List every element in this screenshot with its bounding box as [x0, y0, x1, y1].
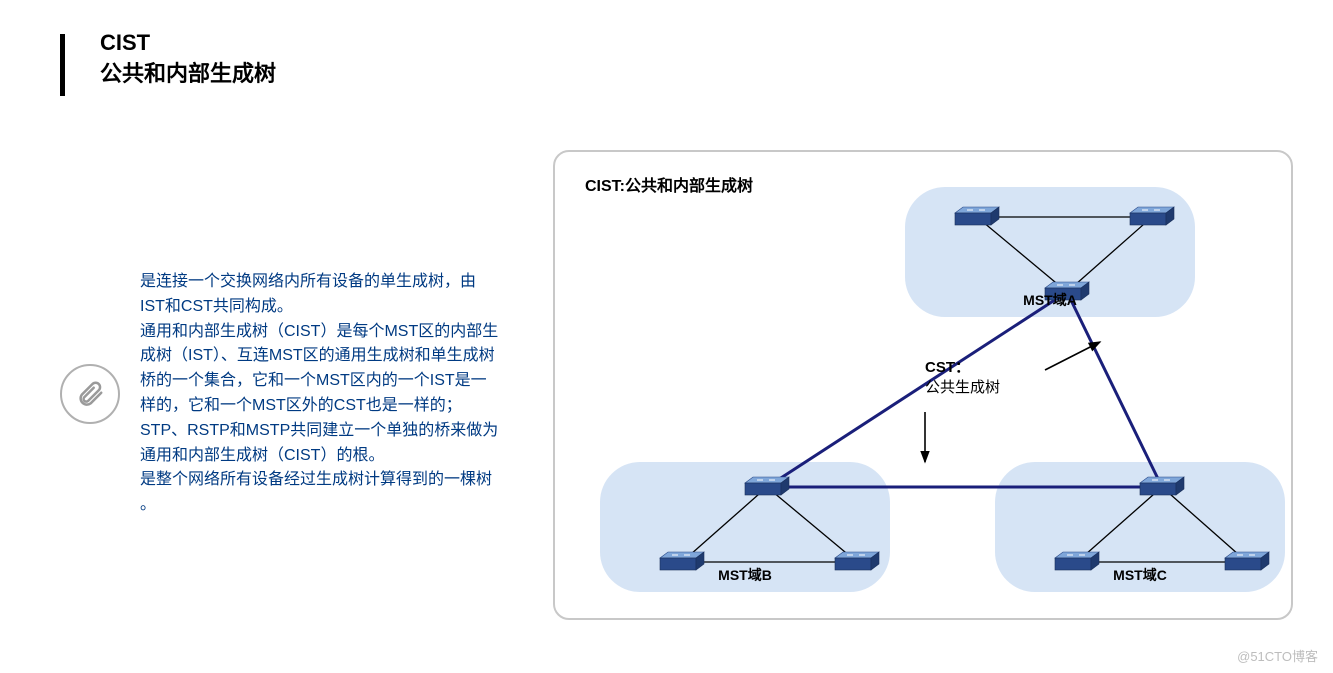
switch-B_br [835, 552, 879, 570]
diagram-title: CIST:公共和内部生成树 [585, 172, 753, 196]
cst-label-line2: 公共生成树 [925, 379, 1000, 396]
cst-link [767, 292, 1067, 487]
region-label-C: MST域C [1113, 567, 1167, 583]
region-label-B: MST域B [718, 567, 772, 583]
switch-B_t [745, 477, 789, 495]
header-accent-bar [60, 34, 65, 96]
title-line-1: CIST [100, 30, 276, 56]
pointer-arrow [1045, 342, 1100, 370]
paperclip-icon [60, 364, 120, 424]
page-header: CIST 公共和内部生成树 [60, 30, 276, 88]
cst-label-line1: CST： [925, 359, 970, 376]
switch-A_tr [1130, 207, 1174, 225]
switch-A_tl [955, 207, 999, 225]
switch-B_bl [660, 552, 704, 570]
switch-C_bl [1055, 552, 1099, 570]
switch-C_t [1140, 477, 1184, 495]
cst-link [1067, 292, 1162, 487]
cist-diagram: CIST:公共和内部生成树 MST域A MST域B MST域C CST： 公共生成树 [553, 150, 1293, 620]
description-panel: 是连接一个交换网络内所有设备的单生成树，由IST和CST共同构成。通用和内部生成… [60, 270, 500, 518]
watermark-text: @51CTO博客 [1237, 646, 1318, 665]
region-label-A: MST域A [1023, 292, 1077, 308]
description-text: 是连接一个交换网络内所有设备的单生成树，由IST和CST共同构成。通用和内部生成… [140, 270, 500, 518]
title-line-2: 公共和内部生成树 [100, 56, 276, 88]
switch-C_br [1225, 552, 1269, 570]
diagram-svg: MST域A MST域B MST域C CST： 公共生成树 [555, 152, 1295, 622]
